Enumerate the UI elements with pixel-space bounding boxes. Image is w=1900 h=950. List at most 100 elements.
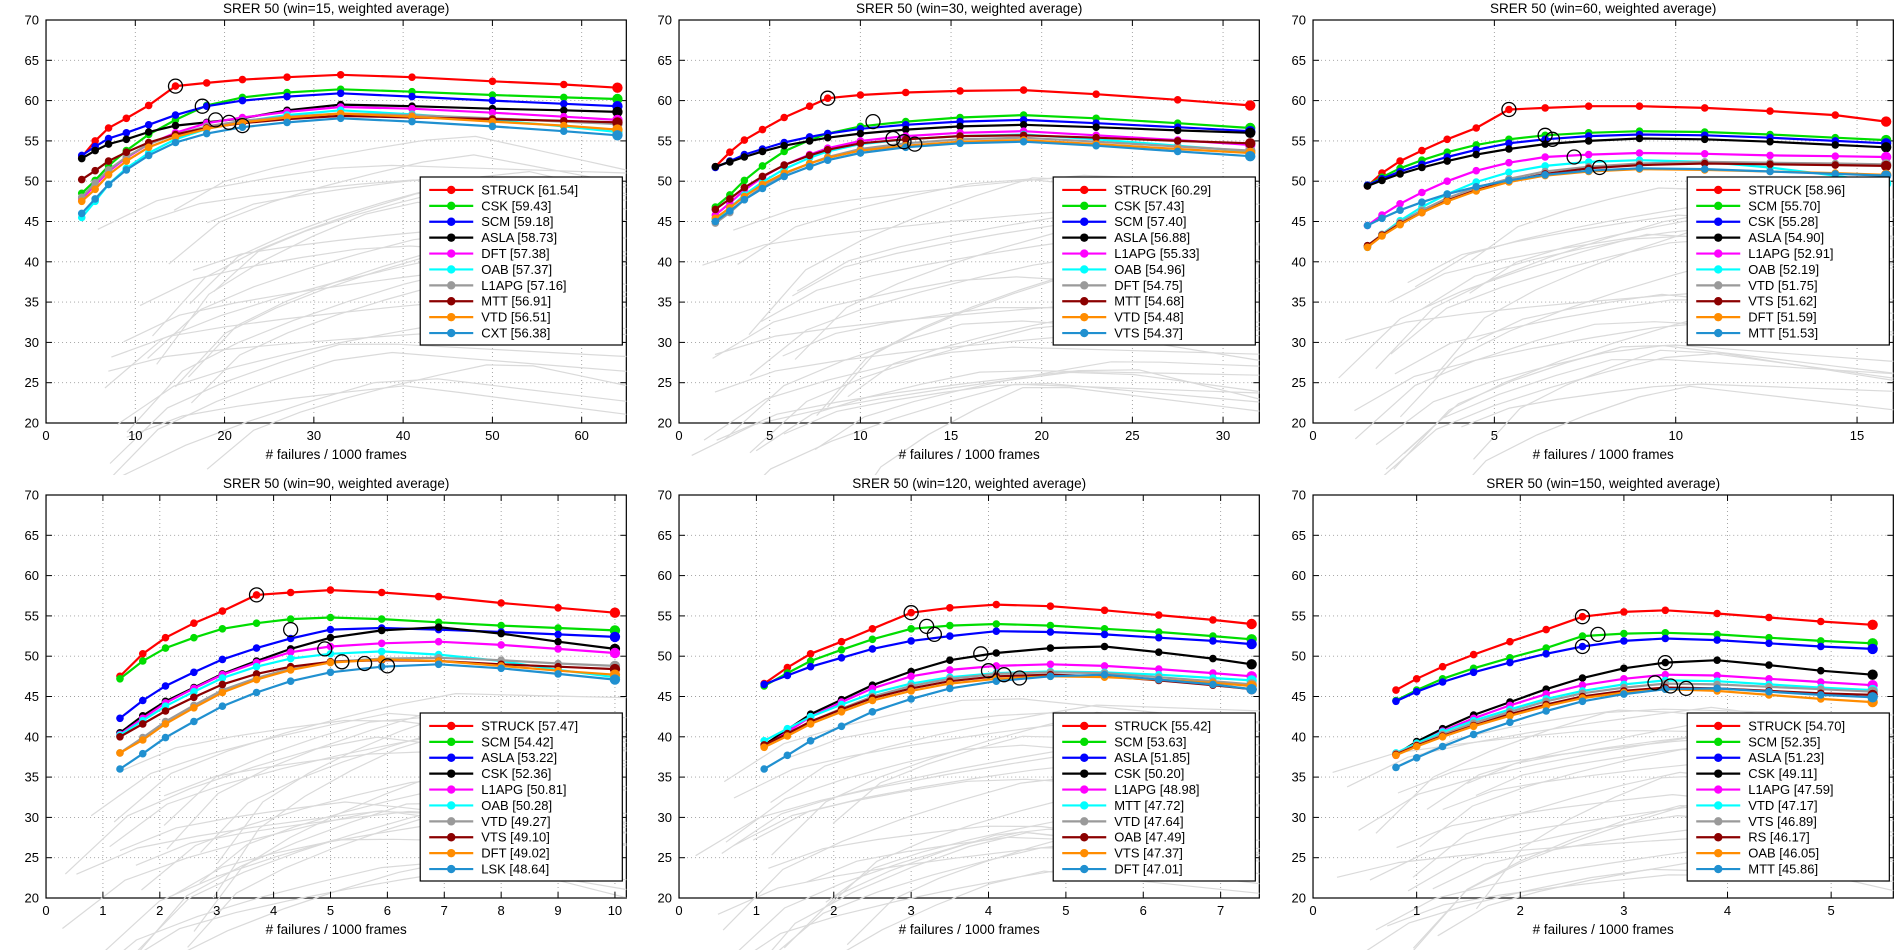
series-marker-MTT [1472,183,1480,191]
series-marker-DFT [838,722,846,731]
series-marker-STRUCK [190,619,198,627]
y-tick-label: 40 [1291,254,1305,269]
series-marker-MTT [740,183,749,192]
legend-entry-label: SCM [59.18] [481,214,553,229]
x-tick-label: 9 [554,903,561,918]
series-marker-MTT [1584,166,1593,175]
series-marker-MTT [1578,697,1586,706]
series-marker-VTS [838,708,846,716]
chart-panel-4: 0 1 2 3 4 5 6 7 8 9 10 20 25 30 35 40 45 50 55 60 65 70 SRER 5… [0,475,633,950]
y-tick-label: 50 [658,174,672,189]
legend-entry-label: SCM [53.63] [1115,734,1187,749]
series-marker-ASLA [218,655,227,664]
series-marker-ASLA [252,644,261,652]
series-marker-STRUCK [807,650,815,658]
series-marker-STRUCK [1578,612,1586,621]
y-tick-label: 45 [1291,214,1305,229]
series-marker-DFT [1363,243,1371,252]
series-marker-STRUCK [780,113,789,122]
series-marker-VTS [783,732,792,740]
y-tick-label: 50 [1291,174,1305,189]
y-tick-label: 55 [1291,133,1305,148]
series-marker-CXT [202,129,211,138]
series-marker-SCM [190,633,198,642]
legend-marker [1080,201,1089,211]
x-axis-label: # failures / 1000 frames [899,447,1040,462]
highlight-circle [248,587,265,603]
x-tick-label: 3 [908,903,915,918]
series-marker-ASLA [1438,678,1447,686]
legend-entry-label: VTS [46.89] [1748,814,1817,829]
series-marker-CXT [171,138,180,147]
background-curve [1460,383,1894,428]
series-marker-LSK [138,749,147,758]
legend-entry-label: STRUCK [57.47] [481,718,578,733]
series-marker-SCM [1101,625,1109,633]
series-marker-SCM [377,615,386,623]
series-marker-ASLA [956,122,965,131]
series-marker-ASLA [161,682,170,690]
y-tick-label: 30 [658,335,672,350]
x-tick-label: 40 [396,428,410,443]
series-marker-MTT [1443,190,1451,198]
series-marker-ASLA [104,140,113,148]
y-tick-label: 25 [25,850,39,865]
legend-entry-label: CSK [52.36] [481,766,551,781]
x-tick-label: 2 [1516,903,1523,918]
background-curve [763,383,1260,475]
legend-marker [447,769,456,778]
y-tick-label: 25 [1291,375,1305,390]
y-tick-label: 35 [25,295,39,310]
series-marker-ASLA [1412,687,1421,696]
legend-marker [447,281,456,290]
series-marker-MTT [1764,687,1773,696]
y-tick-label: 25 [658,850,672,865]
legend: STRUCK [54.70]SCM [52.35]ASLA [51.23]CSK… [1686,712,1890,882]
series-marker-MTT [1395,206,1404,214]
series-marker-CSK [377,626,386,635]
series-marker-L1APG [1712,671,1721,680]
series-marker-MTT [1831,170,1839,178]
panel-title: SRER 50 (win=150, weighted average) [1486,476,1720,491]
series-marker-CSK [1661,658,1669,667]
series-marker-LSK [377,662,386,671]
series-marker-CXT [238,123,247,131]
legend-entry-label: VTD [54.48] [1115,310,1184,325]
series-marker-ASLA [1504,145,1513,153]
series-marker-SCM [286,615,295,623]
series-marker-MTT [856,139,865,148]
background-curve [122,378,627,475]
legend-entry-label: CSK [50.20] [1115,766,1185,781]
legend-entry-label: OAB [52.19] [1748,262,1819,277]
legend-marker [447,328,456,338]
highlight-circle [896,134,912,150]
legend-marker [1713,185,1723,195]
legend-marker [1713,801,1723,810]
series-marker-ASLA [1443,157,1451,165]
series-marker-SCM [1764,633,1773,642]
series-marker-L1APG [434,637,443,646]
series-marker-MTT [91,166,99,175]
legend-marker [447,817,456,826]
y-tick-label: 30 [1291,810,1305,825]
series-marker-STRUCK [138,650,147,658]
legend-entry-label: VTS [49.10] [481,830,550,845]
x-tick-label: 2 [156,903,163,918]
series-marker-OAB [252,662,261,671]
series-marker-STRUCK [559,80,568,89]
series-marker-DFT [1417,208,1426,217]
series-marker-L1APG [1880,151,1891,163]
highlight-circle [885,130,902,147]
legend-entry-label: VTD [47.17] [1748,798,1817,813]
panel-title: SRER 50 (win=30, weighted average) [856,1,1082,16]
legend-entry-label: CSK [55.28] [1748,214,1818,229]
legend-marker [1713,737,1723,747]
series-marker-ASLA [116,714,124,723]
series-marker-ASLA [726,158,734,166]
y-tick-label: 55 [25,133,39,148]
series-marker-MTT [1377,214,1386,223]
y-tick-label: 25 [25,375,39,390]
series-marker-ASLA [1020,121,1028,129]
series-marker-ASLA [326,625,335,634]
series-marker-ASLA [1661,634,1669,643]
